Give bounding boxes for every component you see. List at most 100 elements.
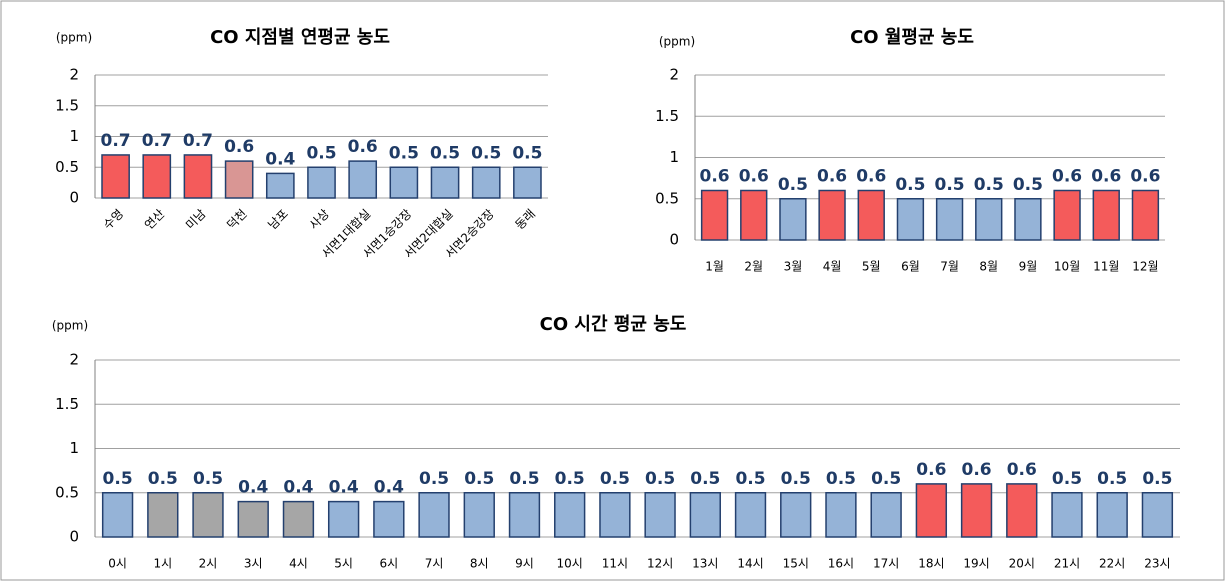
- value-label: 0.5: [148, 469, 178, 489]
- value-label: 0.6: [1052, 167, 1082, 187]
- bar: [779, 198, 807, 241]
- value-label: 0.5: [419, 469, 449, 489]
- y-tick-label: 0: [69, 528, 79, 546]
- value-label: 0.5: [512, 143, 542, 163]
- value-label: 0.5: [935, 175, 965, 195]
- bar: [740, 189, 768, 241]
- bar: [896, 198, 925, 241]
- x-tick-label: 2시: [199, 557, 218, 571]
- bar: [224, 160, 254, 199]
- bar: [513, 166, 542, 199]
- bar: [463, 492, 495, 538]
- value-label: 0.7: [142, 131, 172, 151]
- value-label: 0.5: [193, 469, 223, 489]
- x-tick-label: 23시: [1144, 557, 1170, 571]
- bar: [1014, 198, 1042, 241]
- x-tick-label: 16시: [828, 557, 854, 571]
- value-label: 0.5: [471, 143, 501, 163]
- bar: [101, 492, 134, 538]
- value-label: 0.6: [1091, 167, 1121, 187]
- bar: [471, 166, 501, 199]
- bar: [327, 500, 360, 538]
- bar: [644, 492, 676, 538]
- bar: [1051, 492, 1083, 538]
- x-tick-label: 8시: [470, 557, 489, 571]
- bar: [418, 492, 450, 538]
- bar: [192, 492, 224, 538]
- value-label: 0.5: [555, 469, 585, 489]
- x-tick-label: 4시: [289, 557, 308, 571]
- x-tick-label: 5시: [334, 557, 353, 571]
- bar: [734, 492, 767, 538]
- value-label: 0.4: [283, 478, 313, 498]
- value-label: 0.5: [781, 469, 811, 489]
- value-label: 0.5: [1097, 469, 1127, 489]
- x-tick-label: 21시: [1054, 557, 1080, 571]
- bar: [700, 189, 729, 241]
- chart-title: CO 시간 평균 농도: [540, 314, 687, 335]
- bar: [975, 198, 1003, 241]
- y-tick-label: 0: [669, 231, 679, 249]
- x-tick-label: 17시: [873, 557, 899, 571]
- chart-title: CO 월평균 농도: [850, 27, 974, 48]
- bar: [237, 500, 269, 538]
- x-tick-label: 2월: [744, 260, 763, 274]
- x-tick-label: 10시: [557, 557, 583, 571]
- bar: [870, 492, 902, 538]
- value-label: 0.6: [916, 460, 946, 480]
- bar: [554, 492, 586, 538]
- x-tick-label: 7월: [940, 260, 959, 274]
- value-label: 0.5: [871, 469, 901, 489]
- bar: [147, 492, 179, 538]
- x-tick-label: 7시: [425, 557, 444, 571]
- y-tick-label: 1.5: [55, 395, 79, 413]
- x-tick-label: 1시: [153, 557, 172, 571]
- bar: [1141, 492, 1174, 538]
- value-label: 0.5: [389, 143, 419, 163]
- value-label: 0.5: [974, 175, 1004, 195]
- x-tick-label: 11월: [1093, 260, 1119, 274]
- x-tick-label: 11시: [602, 557, 628, 571]
- value-label: 0.7: [183, 131, 213, 151]
- y-tick-label: 2: [69, 351, 79, 369]
- bar: [825, 492, 857, 538]
- x-tick-label: 10월: [1054, 260, 1080, 274]
- y-axis-label: (ppm): [659, 35, 695, 49]
- bar: [101, 154, 130, 199]
- x-tick-label: 4월: [823, 260, 842, 274]
- value-label: 0.6: [224, 137, 254, 157]
- value-label: 0.5: [600, 469, 630, 489]
- bar: [689, 492, 721, 538]
- bar: [183, 154, 213, 199]
- bar: [1053, 189, 1081, 241]
- value-label: 0.5: [778, 175, 808, 195]
- bar: [1131, 189, 1160, 241]
- x-tick-label: 0시: [108, 557, 127, 571]
- x-tick-label: 8월: [979, 260, 998, 274]
- x-tick-label: 18시: [918, 557, 944, 571]
- value-label: 0.7: [101, 131, 131, 151]
- value-label: 0.4: [329, 478, 359, 498]
- value-label: 0.5: [509, 469, 539, 489]
- x-tick-label: 14시: [737, 557, 763, 571]
- value-label: 0.4: [265, 149, 295, 169]
- bar: [780, 492, 812, 538]
- x-tick-label: 3시: [244, 557, 263, 571]
- y-tick-label: 1: [669, 148, 679, 166]
- value-label: 0.6: [856, 167, 886, 187]
- y-tick-label: 0.5: [55, 158, 79, 176]
- value-label: 0.5: [430, 143, 460, 163]
- bar: [599, 492, 631, 538]
- x-tick-label: 5월: [862, 260, 881, 274]
- x-tick-label: 22시: [1099, 557, 1125, 571]
- value-label: 0.6: [739, 167, 769, 187]
- bar: [1006, 483, 1038, 538]
- value-label: 0.6: [1130, 167, 1160, 187]
- value-label: 0.6: [1007, 460, 1037, 480]
- x-tick-label: 15시: [783, 557, 809, 571]
- value-label: 0.5: [735, 469, 765, 489]
- y-tick-label: 2: [669, 66, 679, 84]
- value-label: 0.5: [1013, 175, 1043, 195]
- y-tick-label: 0: [69, 189, 79, 207]
